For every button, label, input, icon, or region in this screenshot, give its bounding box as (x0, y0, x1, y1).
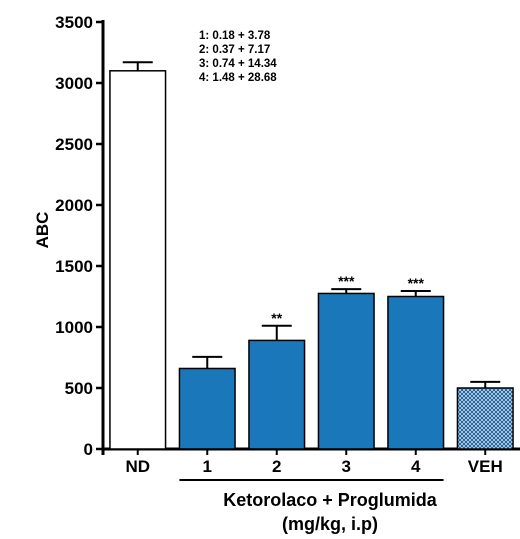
y-tick-label-1000: 1000 (55, 318, 93, 337)
annotation-4: 4: 1.48 + 28.68 (199, 72, 277, 84)
y-tick-label-500: 500 (65, 379, 93, 398)
bar-3 (317, 292, 375, 450)
y-axis-label: ABC (33, 212, 52, 249)
dose-annotations: 1: 0.18 + 3.78 2: 0.37 + 7.17 3: 0.74 + … (199, 30, 277, 84)
bar-VEH (456, 387, 514, 450)
x-tick-label-4: 4 (411, 457, 421, 476)
significance-2: ** (271, 310, 282, 326)
y-tick-label-1500: 1500 (55, 257, 93, 276)
x-tick-label-1: 1 (203, 457, 212, 476)
bar-1 (178, 367, 236, 450)
significance-4: *** (408, 275, 425, 291)
labels: 0 500 1000 1500 2000 2500 3000 3500 ND 1 2 ** 3 *** 4 *… (55, 13, 503, 476)
annotation-3: 3: 0.74 + 14.34 (199, 58, 277, 70)
significance-3: *** (338, 273, 355, 289)
bar-2 (248, 339, 306, 450)
y-tick-label-0: 0 (84, 440, 93, 459)
x-axis-title-line-2: (mg/kg, i.p) (282, 514, 378, 534)
x-tick-label-ND: ND (125, 457, 150, 476)
annotation-2: 2: 0.37 + 7.17 (199, 44, 270, 56)
y-tick-label-2000: 2000 (55, 196, 93, 215)
y-tick-label-3500: 3500 (55, 13, 93, 32)
y-tick-label-3000: 3000 (55, 74, 93, 93)
bar-4 (387, 295, 445, 450)
axes (96, 20, 520, 481)
x-tick-label-3: 3 (342, 457, 351, 476)
bars (109, 61, 514, 450)
bar-ND (109, 70, 167, 450)
x-tick-label-VEH: VEH (468, 457, 503, 476)
x-tick-label-2: 2 (272, 457, 281, 476)
y-tick-label-2500: 2500 (55, 135, 93, 154)
annotation-1: 1: 0.18 + 3.78 (199, 30, 271, 42)
x-axis-title-line-1: Ketorolaco + Proglumida (223, 490, 438, 510)
